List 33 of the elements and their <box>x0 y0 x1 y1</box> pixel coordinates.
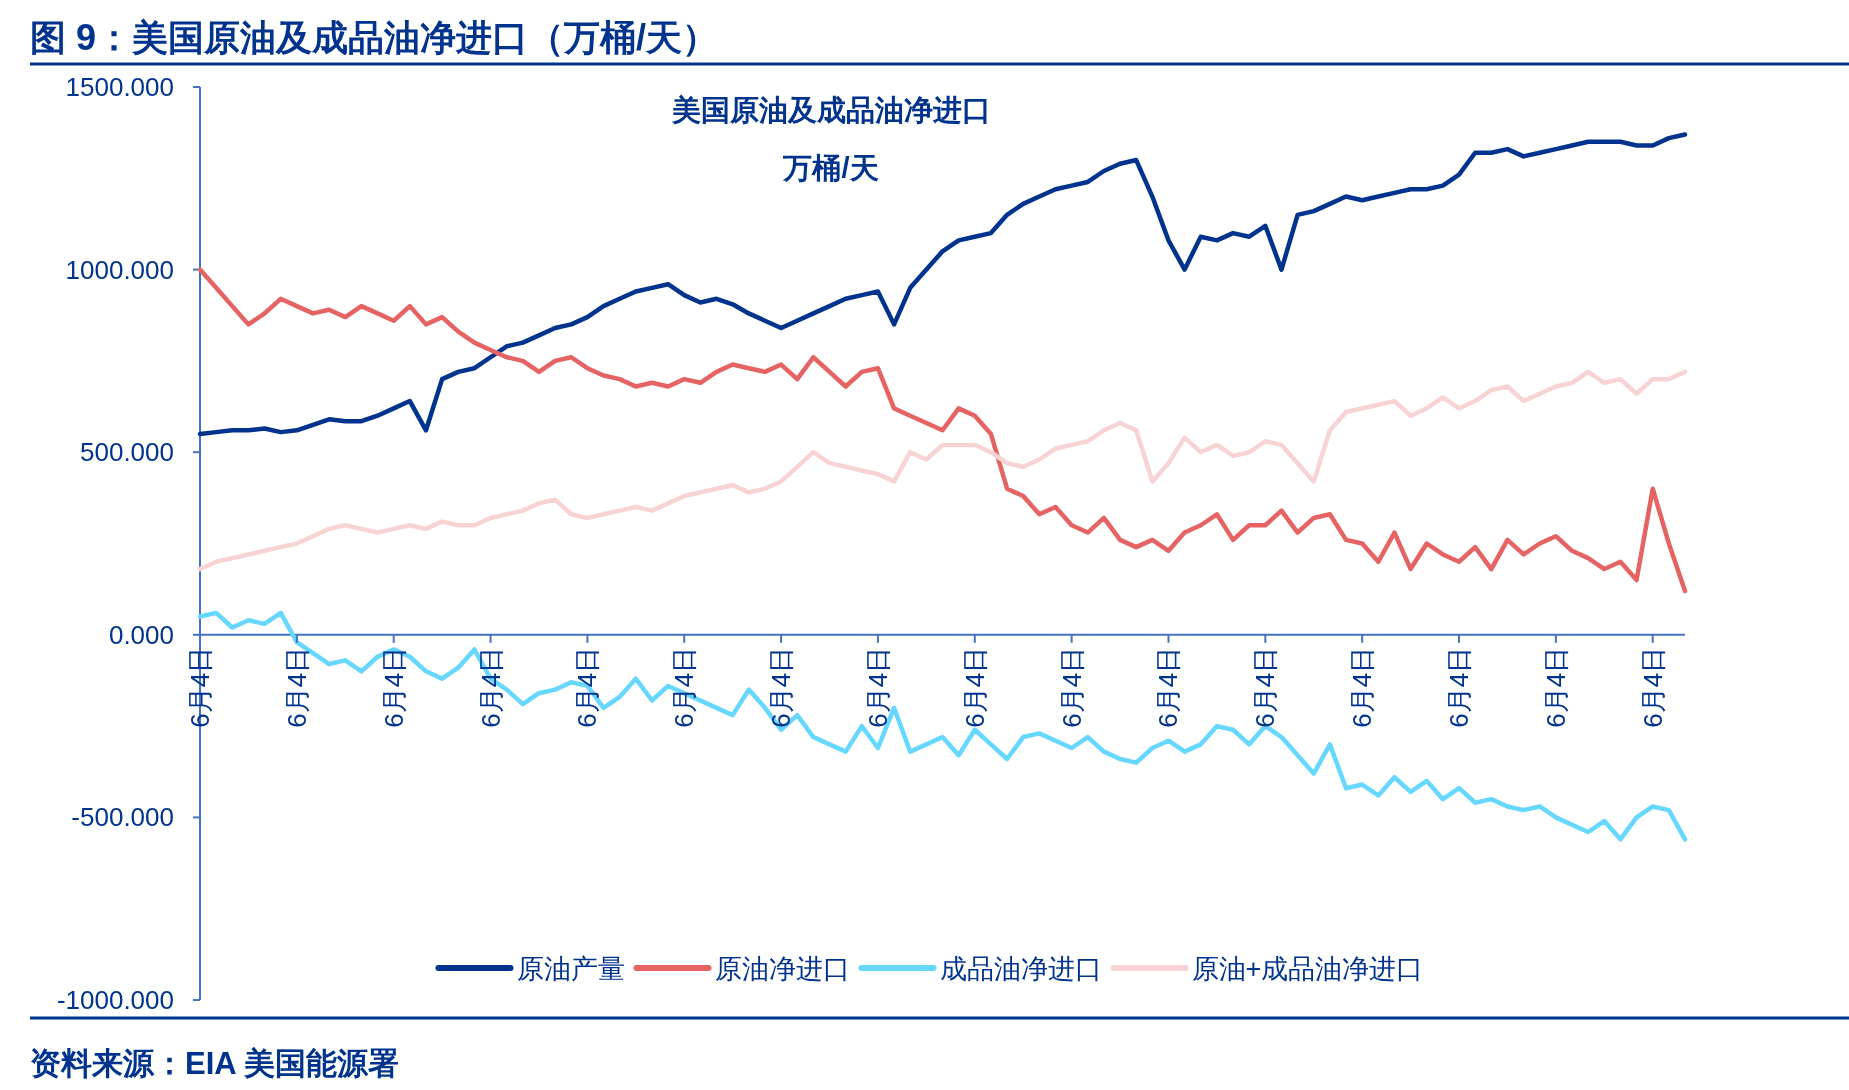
x-tick-label: 6月4日 <box>1153 646 1184 728</box>
x-tick-label: 6月4日 <box>766 646 797 728</box>
x-tick-label: 6月4日 <box>475 646 506 728</box>
y-tick-label: 500.000 <box>80 437 174 468</box>
x-tick-label: 6月4日 <box>959 646 990 728</box>
legend-label: 成品油净进口 <box>939 954 1102 984</box>
text: 资料来源：EIA 美国能源署 <box>30 1046 400 1081</box>
x-tick-label: 6月4日 <box>1444 646 1475 728</box>
x-tick-label: 6月4日 <box>1347 646 1378 728</box>
x-tick-label: 6月4日 <box>669 646 700 728</box>
y-tick-label: -500.000 <box>71 802 174 833</box>
y-tick-label: 1000.000 <box>65 254 174 285</box>
x-tick-label: 6月4日 <box>1056 646 1087 728</box>
x-tick-label: 6月4日 <box>1250 646 1281 728</box>
legend-label: 原油+成品油净进口 <box>1191 954 1424 984</box>
chart-title: 图 9：美国原油及成品油净进口（万桶/天） <box>30 17 719 58</box>
y-tick-label: -1000.000 <box>56 985 174 1015</box>
x-tick-label: 6月4日 <box>572 646 603 728</box>
line-series <box>197 267 1688 594</box>
y-tick-label: 0.000 <box>108 619 174 650</box>
x-tick-label: 6月4日 <box>1637 646 1668 728</box>
legend-label: 原油净进口 <box>714 954 850 984</box>
x-tick-label: 6月4日 <box>185 646 215 728</box>
x-tick-label: 6月4日 <box>281 646 312 728</box>
y-tick-label: 1500.000 <box>65 72 174 102</box>
line-series <box>197 132 1688 437</box>
y-axis-title: 万桶/天 <box>782 152 879 184</box>
x-tick-label: 6月4日 <box>862 646 893 728</box>
x-tick-label: 6月4日 <box>378 646 409 728</box>
x-tick-label: 6月4日 <box>1540 646 1571 728</box>
line-series <box>197 369 1688 572</box>
chart-subtitle: 美国原油及成品油净进口 <box>670 94 991 126</box>
legend-label: 原油产量 <box>516 954 625 984</box>
